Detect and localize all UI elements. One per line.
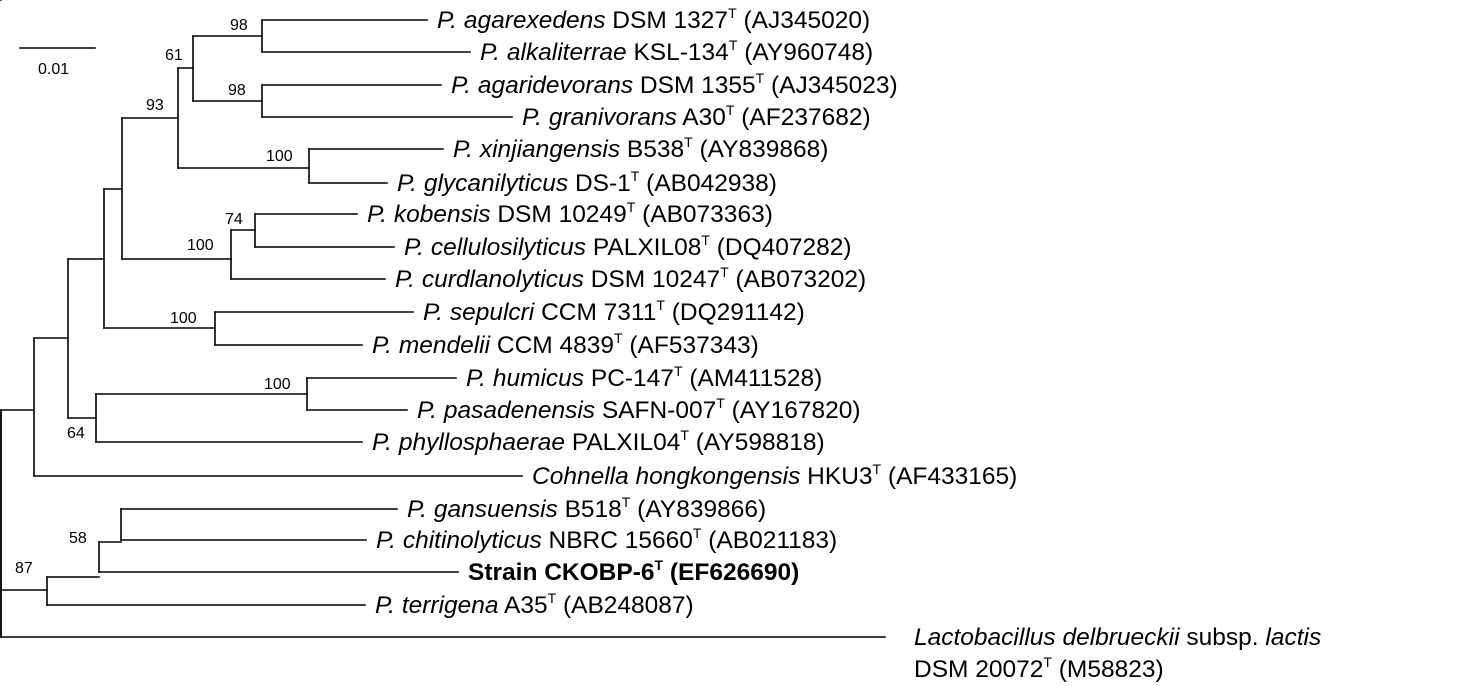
taxon-label: Cohnella hongkongensis HKU3T (AF433165) (532, 461, 1017, 490)
bootstrap-100: 100 (187, 237, 214, 254)
taxon-label: P. sepulcri CCM 7311T (DQ291142) (423, 297, 805, 326)
bootstrap-61: 61 (165, 47, 183, 64)
taxon-label: P. xinjiangensis B538T (AY839868) (453, 134, 828, 163)
scale-bar-label: 0.01 (38, 61, 69, 78)
taxon-label: P. cellulosilyticus PALXIL08T (DQ407282) (404, 232, 852, 261)
taxon-label: P. gansuensis B518T (AY839866) (407, 494, 766, 523)
taxon-label-outgroup-line1: Lactobacillus delbrueckii subsp. lactis (914, 624, 1321, 651)
taxon-label: P. pasadenensis SAFN-007T (AY167820) (417, 395, 861, 424)
taxon-label: P. kobensis DSM 10249T (AB073363) (367, 199, 773, 228)
scale-bar: 0.01 (19, 47, 96, 78)
tree-branches (0, 0, 886, 638)
taxon-label: P. glycanilyticus DS-1T (AB042938) (397, 168, 777, 197)
taxon-label: P. chitinolyticus NBRC 15660T (AB021183) (376, 525, 837, 554)
bootstrap-93: 93 (146, 97, 164, 114)
taxon-label: P. curdlanolyticus DSM 10247T (AB073202) (395, 264, 866, 293)
taxon-label: P. mendelii CCM 4839T (AF537343) (372, 330, 759, 359)
bootstrap-87: 87 (15, 560, 33, 577)
bootstrap-100: 100 (170, 310, 197, 327)
taxon-label: P. agarexedens DSM 1327T (AJ345020) (437, 5, 870, 34)
taxon-label: P. terrigena A35T (AB248087) (375, 590, 694, 619)
taxon-label: P. humicus PC-147T (AM411528) (466, 363, 822, 392)
bootstrap-74: 74 (225, 211, 243, 228)
taxon-label-outgroup-line2: DSM 20072T (M58823) (914, 654, 1164, 683)
bootstrap-64: 64 (67, 425, 85, 442)
taxon-labels: P. agarexedens DSM 1327T (AJ345020) P. a… (367, 5, 1321, 683)
taxon-label: P. alkaliterrae KSL-134T (AY960748) (480, 37, 873, 66)
taxon-label: P. agaridevorans DSM 1355T (AJ345023) (451, 70, 898, 99)
bootstrap-58: 58 (69, 530, 87, 547)
bootstrap-98: 98 (228, 82, 246, 99)
bootstrap-100: 100 (264, 376, 291, 393)
bootstrap-98: 98 (230, 17, 248, 34)
taxon-label-strain-ckobp-6: Strain CKOBP-6T (EF626690) (468, 557, 799, 586)
taxon-label: P. granivorans A30T (AF237682) (522, 102, 871, 131)
bootstrap-100: 100 (266, 148, 293, 165)
bootstrap-values: 98 61 98 93 100 74 100 100 100 64 58 87 (15, 17, 293, 577)
taxon-label: P. phyllosphaerae PALXIL04T (AY598818) (372, 427, 825, 456)
